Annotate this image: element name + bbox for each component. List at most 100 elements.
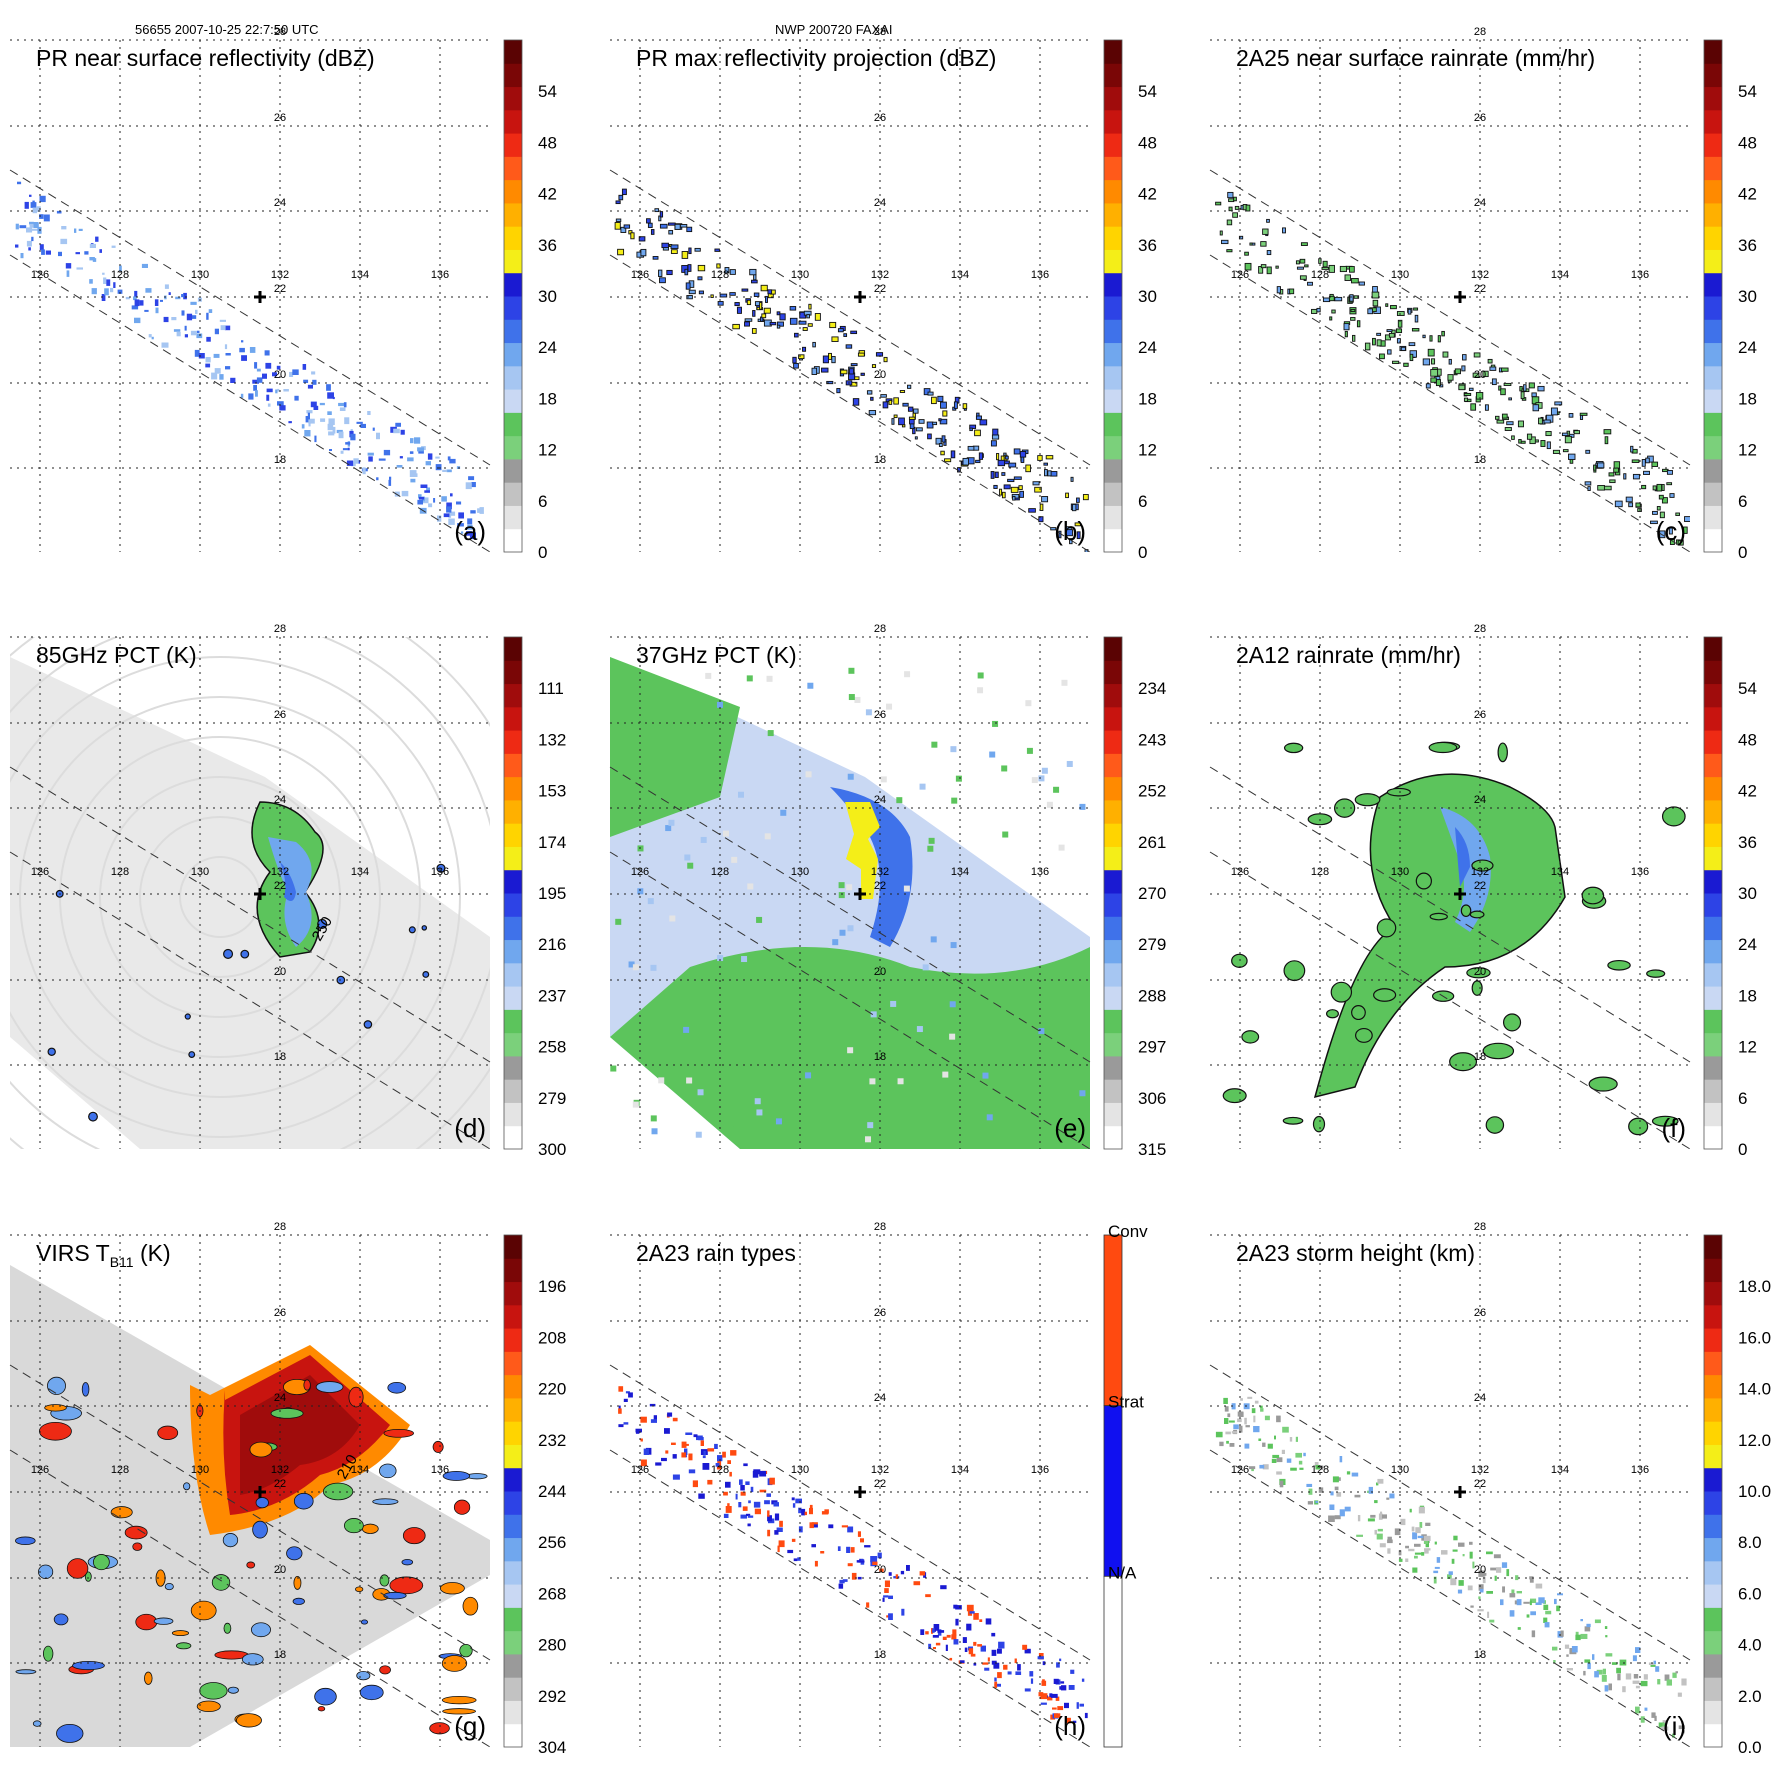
panel-label: (h) [1054,1711,1086,1741]
colorbar-swatch [1704,1514,1722,1539]
colorbar-tick-label: 288 [1138,986,1166,1005]
lat-tick-label: 24 [1474,1392,1486,1404]
lat-tick-label: 24 [1474,197,1486,209]
colorbar-swatch [504,1032,522,1057]
colorbar-swatch [504,869,522,894]
colorbar-swatch [504,846,522,871]
colorbar-swatch [1704,40,1722,64]
colorbar-tick-label: 244 [538,1482,566,1501]
swath-edge-north [9,1364,491,1661]
colorbar-swatch [1704,1444,1722,1469]
colorbar-tick-label: 243 [1138,730,1166,749]
colorbar-tick-label: 42 [538,185,557,204]
colorbar-swatch [504,482,522,506]
lon-tick-label: 134 [351,269,369,281]
lon-tick-label: 136 [1631,1464,1649,1476]
colorbar-tick-label: 42 [1738,782,1757,801]
colorbar-swatch [504,319,522,344]
colorbar-swatch [1104,776,1122,801]
colorbar-tick-label: 54 [538,82,557,101]
colorbar-tick-label: 196 [538,1277,566,1296]
colorbar-tick-label: 12 [1138,441,1157,460]
lat-tick-label: 22 [874,1478,886,1490]
colorbar-swatch [504,342,522,367]
colorbar-swatch [1704,1467,1722,1492]
colorbar-swatch [504,1421,522,1445]
colorbar-swatch [1704,1584,1722,1608]
lat-tick-label: 18 [274,1051,286,1063]
colorbar-tick-label: 18.0 [1738,1277,1771,1296]
colorbar-swatch [1704,1374,1722,1399]
colorbar-swatch [504,683,522,708]
colorbar-swatch [1704,893,1722,917]
colorbar-tick-label: 24 [1138,338,1157,357]
colorbar-swatch [1104,342,1122,367]
colorbar-swatch [1104,753,1122,778]
colorbar-swatch [1704,249,1722,274]
colorbar-swatch [504,505,522,530]
colorbar-swatch [1704,986,1722,1010]
lat-tick-label: 26 [874,112,886,124]
colorbar-tick-label: 268 [538,1584,566,1603]
colorbar-swatch [504,1653,522,1678]
colorbar-swatch [504,156,522,181]
colorbar-swatch [504,753,522,778]
lat-tick-label: 22 [274,1478,286,1490]
colorbar-swatch [1104,893,1122,917]
colorbar-tick-label: 24 [1738,338,1757,357]
colorbar-swatch [1704,730,1722,754]
colorbar-swatch [1104,799,1122,824]
colorbar-tick-label: 48 [1138,133,1157,152]
colorbar-swatch [1704,869,1722,894]
colorbar-swatch [504,412,522,437]
lat-tick-label: 18 [274,454,286,466]
colorbar-tick-label: 279 [538,1089,566,1108]
colorbar-swatch [1104,435,1122,460]
swath-edge-south [1209,254,1691,553]
lat-tick-label: 26 [1474,112,1486,124]
panel-label: (d) [454,1113,486,1143]
lon-tick-label: 130 [1391,269,1409,281]
field-f [1222,741,1686,1136]
colorbar-tick-label: 18 [1738,389,1757,408]
colorbar-tick-label: 153 [538,782,566,801]
colorbar-swatch [1704,1055,1722,1080]
colorbar-tick-label: 315 [1138,1140,1166,1159]
lat-tick-label: 28 [874,623,886,635]
colorbar-swatch [504,272,522,297]
lat-tick-label: 18 [1474,1051,1486,1063]
swath-edge-south [609,254,1091,553]
lat-tick-label: 26 [274,112,286,124]
colorbar-tick-label: 24 [538,338,557,357]
colorbar-swatch [504,660,522,685]
lon-tick-label: 126 [31,1464,49,1476]
colorbar-swatch [1704,776,1722,801]
colorbar-swatch [1704,1235,1722,1259]
lon-tick-label: 134 [351,866,369,878]
header-left: 56655 2007-10-25 22:7:50 UTC [135,22,319,37]
colorbar-swatch [504,1079,522,1103]
colorbar-frame [1703,1234,1723,1748]
colorbar-frame [1703,39,1723,553]
colorbar-swatch [504,296,522,320]
colorbar-swatch [504,637,522,661]
lat-tick-label: 26 [874,1307,886,1319]
colorbar-swatch [1704,939,1722,964]
colorbar-category-label: N/A [1108,1563,1137,1582]
panel-label: (c) [1656,516,1686,546]
colorbar-tick-label: 111 [538,679,564,698]
colorbar-h: Conv Strat N/A [1103,1222,1148,1748]
lon-tick-label: 136 [1631,269,1649,281]
colorbar-swatch [1104,412,1122,437]
lon-tick-label: 134 [951,269,969,281]
colorbar-a: 54 48 42 36 30 24 18 12 6 0 [503,39,557,562]
field-b [614,188,1089,552]
colorbar-tick-label: 48 [538,133,557,152]
lon-tick-label: 126 [631,866,649,878]
colorbar-swatch [1704,319,1722,344]
lon-tick-label: 126 [31,866,49,878]
colorbar-swatch [1104,706,1122,731]
